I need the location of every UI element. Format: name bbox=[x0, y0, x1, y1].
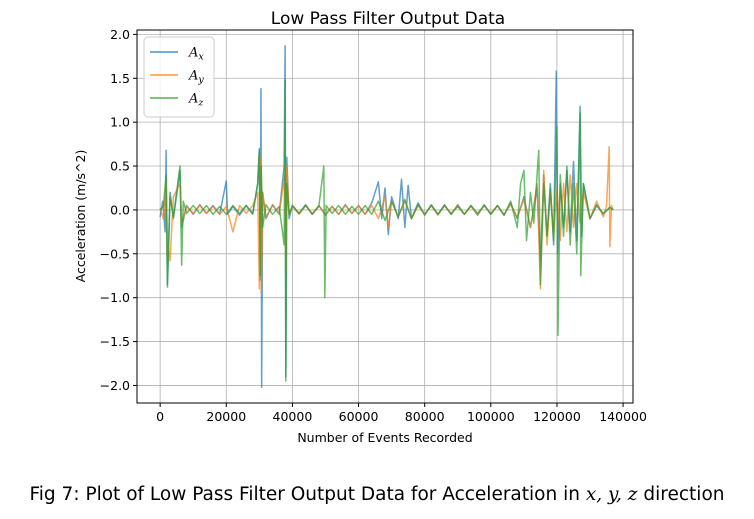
y-tick-label: −1.5 bbox=[100, 334, 130, 349]
y-ticks: −2.0 −1.5 −1.0 −0.5 0.0 0.5 1.0 1.5 2.0 bbox=[100, 27, 137, 393]
caption-math: x, y, z bbox=[585, 484, 638, 505]
caption-suffix: direction bbox=[637, 484, 725, 505]
x-tick-label: 40000 bbox=[273, 409, 313, 424]
x-tick-label: 140000 bbox=[599, 409, 647, 424]
figure-caption: Fig 7: Plot of Low Pass Filter Output Da… bbox=[0, 484, 754, 505]
legend-label: Ay bbox=[188, 69, 204, 86]
legend-label: Ax bbox=[188, 46, 204, 63]
y-tick-label: 1.5 bbox=[110, 71, 130, 86]
y-tick-label: 1.0 bbox=[110, 115, 130, 130]
y-axis-label: Acceleration (m/s^2) bbox=[73, 150, 88, 283]
x-tick-label: 100000 bbox=[467, 409, 515, 424]
x-tick-label: 0 bbox=[156, 409, 164, 424]
caption-prefix: Fig 7: Plot of Low Pass Filter Output Da… bbox=[29, 484, 586, 505]
legend: Ax Ay Az bbox=[143, 36, 215, 118]
plot-frame bbox=[136, 29, 634, 404]
series-lines bbox=[159, 45, 614, 388]
x-tick-label: 20000 bbox=[206, 409, 246, 424]
chart: 0 20000 40000 60000 80000 100000 120000 140000 … bbox=[73, 9, 647, 445]
y-tick-label: −2.0 bbox=[100, 378, 130, 393]
y-tick-label: 2.0 bbox=[110, 27, 130, 42]
legend-label: Az bbox=[188, 92, 204, 109]
grid bbox=[137, 30, 633, 403]
legend-box bbox=[143, 36, 215, 118]
x-tick-label: 80000 bbox=[405, 409, 445, 424]
x-tick-label: 120000 bbox=[533, 409, 581, 424]
series-line-a-z bbox=[159, 79, 614, 382]
chart-title: Low Pass Filter Output Data bbox=[271, 9, 505, 29]
x-tick-label: 60000 bbox=[339, 409, 379, 424]
y-tick-label: −0.5 bbox=[100, 246, 130, 261]
x-axis-label: Number of Events Recorded bbox=[297, 430, 472, 445]
x-ticks: 0 20000 40000 60000 80000 100000 120000 140000 bbox=[156, 403, 647, 424]
y-tick-label: −1.0 bbox=[100, 290, 130, 305]
y-tick-label: 0.5 bbox=[110, 159, 130, 174]
y-tick-label: 0.0 bbox=[110, 202, 130, 217]
